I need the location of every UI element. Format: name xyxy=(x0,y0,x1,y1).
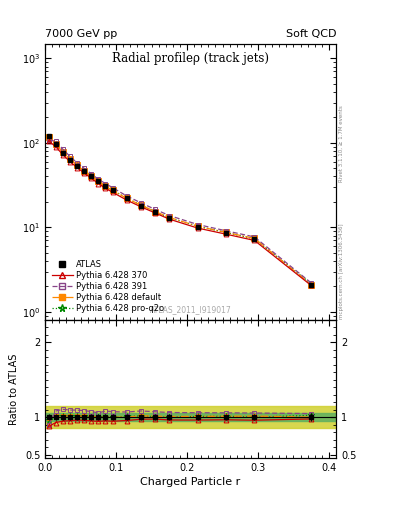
Text: 7000 GeV pp: 7000 GeV pp xyxy=(45,29,118,39)
Y-axis label: Ratio to ATLAS: Ratio to ATLAS xyxy=(9,353,19,425)
Text: Soft QCD: Soft QCD xyxy=(286,29,336,39)
X-axis label: Charged Particle r: Charged Particle r xyxy=(140,477,241,487)
Text: Rivet 3.1.10, ≥ 1.7M events: Rivet 3.1.10, ≥ 1.7M events xyxy=(339,105,344,182)
Text: mcplots.cern.ch [arXiv:1306.3436]: mcplots.cern.ch [arXiv:1306.3436] xyxy=(339,224,344,319)
Text: Radial profileρ (track jets): Radial profileρ (track jets) xyxy=(112,52,269,65)
Text: ATLAS_2011_I919017: ATLAS_2011_I919017 xyxy=(150,306,231,314)
Legend: ATLAS, Pythia 6.428 370, Pythia 6.428 391, Pythia 6.428 default, Pythia 6.428 pr: ATLAS, Pythia 6.428 370, Pythia 6.428 39… xyxy=(50,258,167,316)
